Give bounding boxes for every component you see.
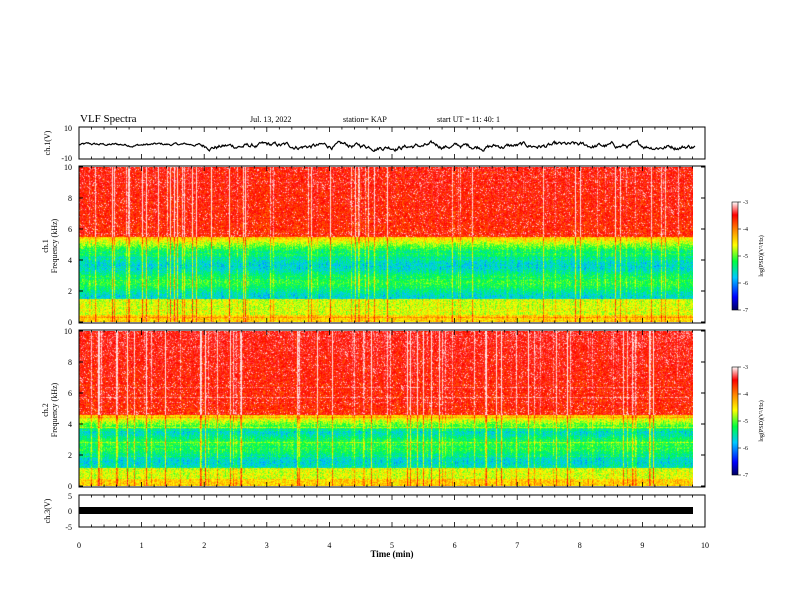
ch1-colorbar-label: log(PSD)(V²/Hz) xyxy=(758,235,765,276)
ch3-ytick-bottom: -5 xyxy=(65,523,72,532)
x-tick-label: 6 xyxy=(453,541,457,550)
ch1-colorbar: -3 -4 -5 -6 -7 log(PSD)(V²/Hz) xyxy=(731,200,765,314)
start-time-label: start UT = 11: 40: 1 xyxy=(437,115,500,124)
x-axis-label: Time (min) xyxy=(370,549,413,559)
ch1-ylabel: ch.1(V) xyxy=(43,130,52,155)
ch1-spec-ytick-label: 0 xyxy=(68,318,72,327)
ch2-spec-ytick-label: 10 xyxy=(64,327,72,336)
x-tick-label: 5 xyxy=(390,541,394,550)
x-tick-label: 8 xyxy=(578,541,582,550)
ch1-spec-ytick-label: 4 xyxy=(68,256,72,265)
ch1-spec-ytick-label: 6 xyxy=(68,225,72,234)
x-tick-label: 10 xyxy=(701,541,709,550)
ch2-spectrogram-panel: 0 2 4 6 8 10 ch.2 Frequency (kHz) xyxy=(41,327,706,491)
ch1-spectrogram-image xyxy=(79,167,693,322)
ch1-spec-ytick-label: 8 xyxy=(68,194,72,203)
ch2-spec-ytick-label: 2 xyxy=(68,451,72,460)
x-tick-label: 7 xyxy=(515,541,519,550)
ch1-spec-ylabel-line1: ch.1 xyxy=(41,239,50,253)
ch2-colorbar-tick-label: -5 xyxy=(743,419,748,425)
ch3-ytick-top: 5 xyxy=(68,492,72,501)
ch1-colorbar-tick-label: -6 xyxy=(743,281,748,287)
ch2-colorbar-tick-label: -6 xyxy=(743,446,748,452)
ch1-spectrogram-panel: 0 2 4 6 8 10 ch.1 Frequency (kHz) xyxy=(41,163,706,327)
x-tick-label: 1 xyxy=(140,541,144,550)
x-tick-label: 2 xyxy=(202,541,206,550)
x-tick-label: 3 xyxy=(265,541,269,550)
ch1-colorbar-tick-label: -5 xyxy=(743,254,748,260)
ch2-colorbar-gradient xyxy=(731,366,739,476)
ch3-waveform-panel: 5 0 -5 ch.3(V) xyxy=(43,492,706,532)
ch2-spec-ytick-label: 6 xyxy=(68,389,72,398)
ch2-colorbar-tick-label: -4 xyxy=(743,392,748,398)
ch1-colorbar-tick-label: -4 xyxy=(743,227,748,233)
ch1-spec-ytick-label: 2 xyxy=(68,287,72,296)
ch2-spectrogram-image xyxy=(79,331,693,486)
ch2-spec-ylabel-line2: Frequency (kHz) xyxy=(50,382,59,437)
ch2-colorbar-label: log(PSD)(V²/Hz) xyxy=(758,400,765,441)
ch1-waveform-panel: 10 -10 ch.1(V) xyxy=(43,124,706,163)
ch1-waveform-line xyxy=(78,139,696,153)
ch2-colorbar-tick-label: -7 xyxy=(743,473,748,479)
ch1-spec-ylabel-line2: Frequency (kHz) xyxy=(50,218,59,273)
ch2-colorbar-tick-label: -3 xyxy=(743,365,748,371)
ch1-spec-ytick-label: 10 xyxy=(64,163,72,172)
ch2-spec-ytick-label: 8 xyxy=(68,358,72,367)
date-label: Jul. 13, 2022 xyxy=(250,115,291,124)
x-tick-label: 9 xyxy=(640,541,644,550)
ch1-ytick-bottom: -10 xyxy=(61,154,72,163)
station-label: station= KAP xyxy=(343,115,387,124)
ch1-ytick-top: 10 xyxy=(64,124,72,133)
ch1-colorbar-tick-label: -7 xyxy=(743,308,748,314)
ch3-waveform-line xyxy=(79,507,693,514)
ch3-ylabel: ch.3(V) xyxy=(43,498,52,523)
ch2-spec-ytick-label: 0 xyxy=(68,482,72,491)
x-tick-label: 4 xyxy=(327,541,331,550)
figure-title: VLF Spectra xyxy=(80,113,137,125)
ch1-colorbar-gradient xyxy=(731,201,739,311)
ch2-colorbar: -3 -4 -5 -6 -7 log(PSD)(V²/Hz) xyxy=(731,365,765,479)
ch1-colorbar-tick-label: -3 xyxy=(743,200,748,206)
ch2-spec-ylabel-line1: ch.2 xyxy=(41,403,50,417)
ch3-ytick-mid: 0 xyxy=(68,507,72,516)
x-tick-label: 0 xyxy=(77,541,81,550)
ch2-spec-ytick-label: 4 xyxy=(68,420,72,429)
